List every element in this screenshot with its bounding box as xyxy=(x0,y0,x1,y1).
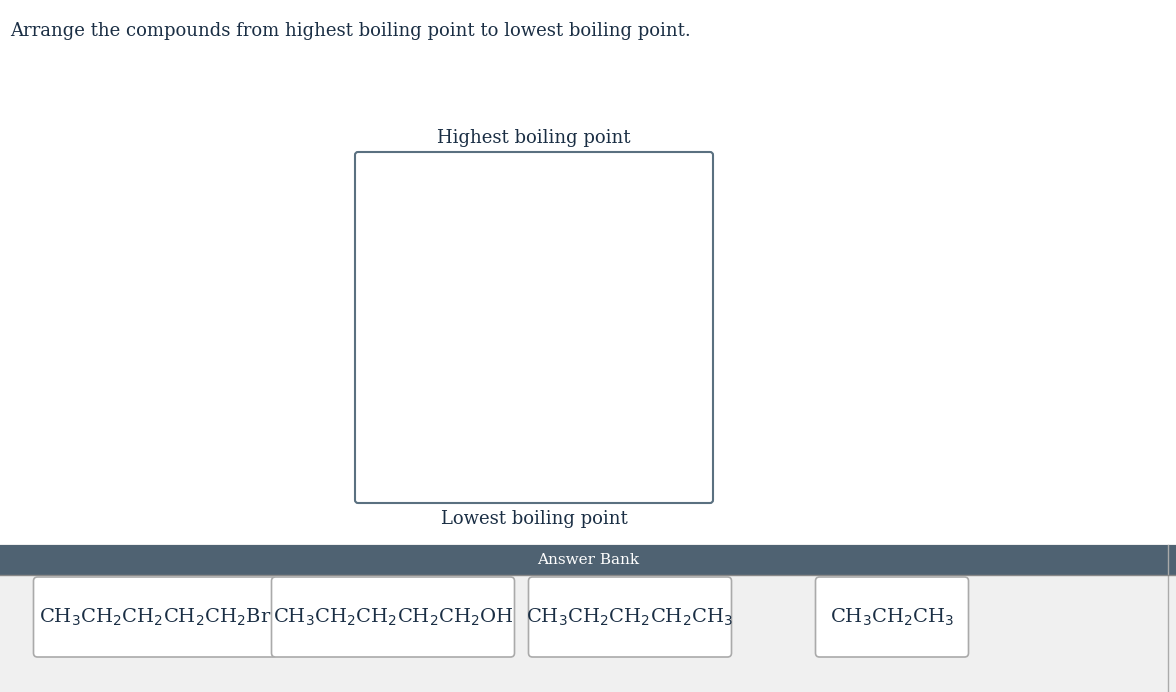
FancyBboxPatch shape xyxy=(528,577,731,657)
FancyBboxPatch shape xyxy=(272,577,515,657)
Text: Highest boiling point: Highest boiling point xyxy=(437,129,630,147)
Text: Lowest boiling point: Lowest boiling point xyxy=(441,510,627,528)
Text: Arrange the compounds from highest boiling point to lowest boiling point.: Arrange the compounds from highest boili… xyxy=(11,22,690,40)
Bar xyxy=(0,545,1176,575)
FancyBboxPatch shape xyxy=(355,152,713,503)
Text: CH$_3$CH$_2$CH$_3$: CH$_3$CH$_2$CH$_3$ xyxy=(830,606,954,628)
Text: CH$_3$CH$_2$CH$_2$CH$_2$CH$_3$: CH$_3$CH$_2$CH$_2$CH$_2$CH$_3$ xyxy=(527,606,734,628)
FancyBboxPatch shape xyxy=(815,577,969,657)
FancyBboxPatch shape xyxy=(33,577,276,657)
Text: CH$_3$CH$_2$CH$_2$CH$_2$CH$_2$OH: CH$_3$CH$_2$CH$_2$CH$_2$CH$_2$OH xyxy=(273,606,514,628)
Bar xyxy=(0,575,1176,692)
Text: Answer Bank: Answer Bank xyxy=(537,553,639,567)
Text: CH$_3$CH$_2$CH$_2$CH$_2$CH$_2$Br: CH$_3$CH$_2$CH$_2$CH$_2$CH$_2$Br xyxy=(39,606,272,628)
